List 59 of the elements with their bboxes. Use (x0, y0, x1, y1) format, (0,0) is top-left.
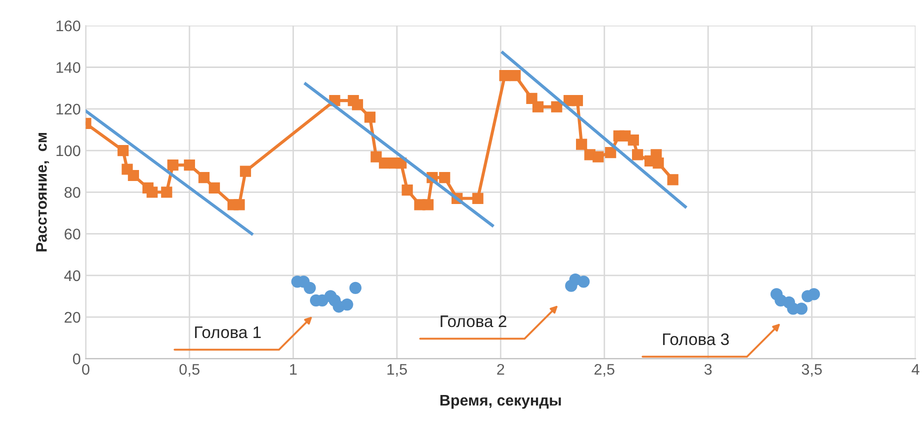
point (161, 186, 172, 198)
point (572, 95, 583, 106)
point (198, 172, 210, 184)
point (422, 199, 434, 210)
annotation: Голова 1 (195, 326, 261, 338)
point (184, 160, 196, 171)
x-tick-label: 0,5 (179, 364, 200, 377)
annotation: Голова 2 (440, 315, 506, 328)
point (128, 170, 140, 182)
point (578, 276, 590, 288)
point (304, 282, 316, 294)
x-tick-label: 1,5 (387, 364, 407, 377)
point (349, 282, 362, 294)
x-tick-label: 3,5 (802, 364, 822, 377)
point (234, 199, 245, 210)
y-tick-label: 160 (56, 20, 80, 32)
y-tick-label: 0 (72, 354, 80, 364)
point (472, 192, 484, 204)
point (628, 134, 639, 146)
point (208, 182, 220, 194)
y-tick-label: 60 (64, 228, 80, 240)
point (576, 138, 588, 150)
point (532, 101, 544, 112)
point (652, 157, 664, 169)
y-tick-label: 140 (56, 62, 80, 73)
x-tick-label: 2 (497, 364, 504, 375)
point (378, 157, 390, 169)
y-tick-label: 80 (64, 187, 80, 198)
point (118, 144, 129, 156)
point (364, 112, 376, 123)
point (592, 151, 604, 162)
point (605, 147, 616, 158)
y-tick-label: 120 (56, 104, 80, 115)
point (510, 70, 521, 82)
point (439, 172, 450, 184)
x-tick-label: 4 (912, 364, 920, 375)
point (341, 298, 354, 311)
point (352, 99, 364, 110)
y-tick-label: 100 (56, 145, 80, 156)
x-tick-label: 1 (290, 364, 297, 375)
point (167, 160, 178, 171)
point (240, 166, 252, 177)
point (146, 186, 158, 198)
point (808, 288, 820, 300)
y-axis-title: Расстояние, см (36, 132, 50, 252)
x-tick-label: 3 (704, 364, 712, 375)
x-tick-label: 2,5 (594, 364, 614, 377)
point (551, 101, 562, 112)
y-tick-label: 20 (64, 312, 80, 323)
point (667, 174, 678, 186)
y-tick-label: 40 (64, 270, 80, 282)
x-axis-title: Время, секунды (440, 395, 561, 409)
point (370, 151, 382, 162)
annotation: Голова 3 (663, 333, 729, 346)
point (499, 70, 510, 82)
x-tick-label: 0 (82, 364, 90, 375)
point (526, 92, 538, 104)
point (632, 149, 644, 160)
point (402, 184, 413, 196)
